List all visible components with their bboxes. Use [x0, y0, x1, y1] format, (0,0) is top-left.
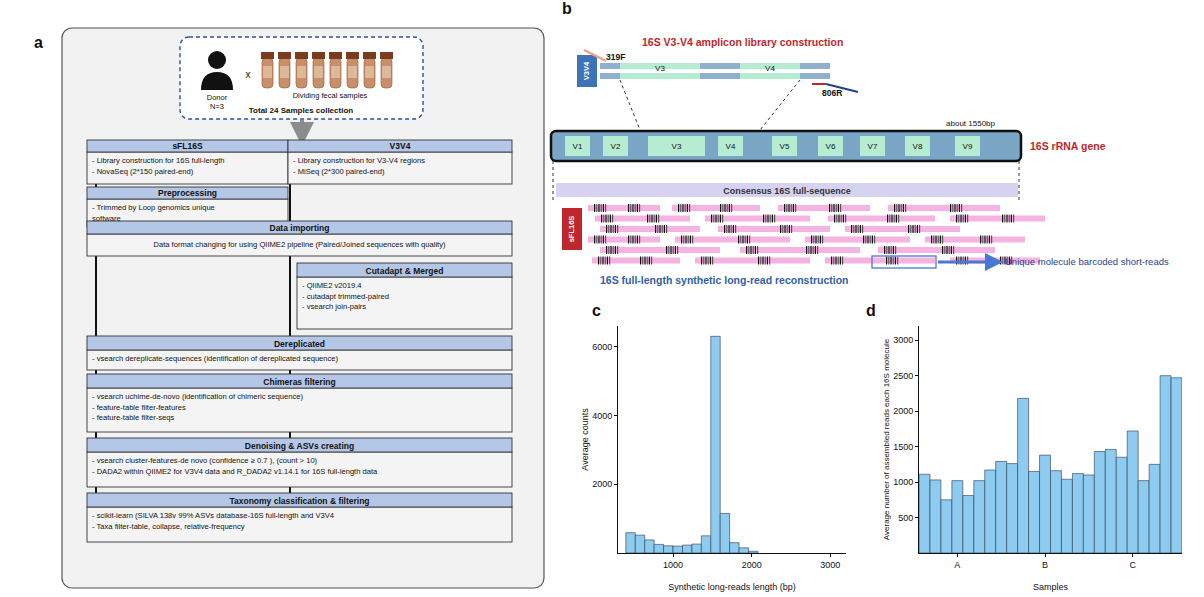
- svg-text:3000: 3000: [820, 560, 840, 570]
- svg-text:c: c: [592, 302, 601, 319]
- svg-text:Data importing: Data importing: [270, 223, 330, 233]
- svg-text:Synthetic long-reads length (b: Synthetic long-reads length (bp): [668, 582, 796, 592]
- svg-text:- feature-table filter-seqs: - feature-table filter-seqs: [92, 413, 175, 422]
- svg-text:V3V4: V3V4: [582, 61, 591, 80]
- svg-text:- DADA2 within QIIME2 for V3V4: - DADA2 within QIIME2 for V3V4 data and …: [92, 467, 378, 476]
- svg-text:Samples: Samples: [1033, 582, 1069, 592]
- svg-text:V3V4: V3V4: [390, 141, 411, 151]
- svg-text:- NovaSeq (2*150 paired-end): - NovaSeq (2*150 paired-end): [92, 167, 194, 176]
- svg-text:16S rRNA gene: 16S rRNA gene: [1030, 140, 1106, 152]
- svg-text:1000: 1000: [893, 477, 913, 487]
- svg-text:Average number of assembled re: Average number of assembled reads each 1…: [882, 338, 891, 540]
- svg-text:Data format changing for using: Data format changing for using QIIME2 pi…: [153, 240, 446, 249]
- svg-text:3000: 3000: [893, 335, 913, 345]
- svg-text:V4: V4: [726, 142, 736, 151]
- svg-text:V8: V8: [913, 142, 923, 151]
- svg-text:Donor: Donor: [207, 93, 228, 102]
- svg-text:- vsearch cluster-features-de: - vsearch cluster-features-de novo (conf…: [92, 456, 318, 465]
- svg-text:Dividing fecal samples: Dividing fecal samples: [293, 91, 368, 100]
- svg-text:500: 500: [898, 513, 913, 523]
- svg-text:- cutadapt trimmed-paired: - cutadapt trimmed-paired: [302, 292, 389, 301]
- svg-text:- MiSeq (2*300 paired-end): - MiSeq (2*300 paired-end): [293, 167, 385, 176]
- svg-text:- vsearch dereplicate-sequence: - vsearch dereplicate-sequences (identif…: [92, 354, 339, 363]
- svg-text:d: d: [866, 302, 876, 319]
- svg-text:V7: V7: [868, 142, 878, 151]
- svg-text:- vsearch uchime-de-novo (iden: - vsearch uchime-de-novo (identification…: [92, 392, 304, 401]
- svg-text:806R: 806R: [822, 88, 842, 98]
- svg-text:319F: 319F: [606, 52, 625, 62]
- svg-text:- vsearch join-pairs: - vsearch join-pairs: [302, 302, 366, 311]
- svg-text:2000: 2000: [742, 560, 762, 570]
- svg-text:a: a: [34, 34, 43, 51]
- svg-text:V5: V5: [780, 142, 790, 151]
- svg-text:- Taxa filter-table, collapse,: - Taxa filter-table, collapse, relative-…: [92, 522, 245, 531]
- svg-text:Unique molecule barcoded short: Unique molecule barcoded short-reads: [1005, 256, 1169, 267]
- svg-text:B: B: [1042, 560, 1048, 570]
- svg-text:4000: 4000: [592, 411, 612, 421]
- svg-text:V4: V4: [765, 64, 775, 73]
- svg-text:Average counts: Average counts: [580, 408, 590, 471]
- svg-text:2000: 2000: [893, 406, 913, 416]
- svg-text:Denoising & ASVs creating: Denoising & ASVs creating: [245, 441, 354, 451]
- svg-text:6000: 6000: [592, 342, 612, 352]
- svg-text:1500: 1500: [893, 442, 913, 452]
- svg-text:Dereplicated: Dereplicated: [274, 339, 325, 349]
- svg-text:about 1550bp: about 1550bp: [946, 119, 995, 128]
- svg-text:C: C: [1129, 560, 1136, 570]
- svg-text:- Library construction for 16S: - Library construction for 16S full-leng…: [92, 156, 225, 165]
- svg-text:- scikit-learn (SILVA 138v 99%: - scikit-learn (SILVA 138v 99% ASVs data…: [92, 511, 334, 520]
- svg-text:sFL16S: sFL16S: [172, 141, 203, 151]
- svg-text:- Library construction for V3-: - Library construction for V3-V4 regions: [293, 156, 425, 165]
- svg-text:V3: V3: [655, 64, 665, 73]
- svg-text:Consensus 16S full-sequence: Consensus 16S full-sequence: [723, 186, 851, 196]
- svg-text:16S full-length synthetic long: 16S full-length synthetic long-read reco…: [600, 274, 849, 286]
- svg-text:Preprocessing: Preprocessing: [158, 188, 217, 198]
- svg-text:V1: V1: [573, 142, 583, 151]
- svg-text:V3: V3: [672, 142, 682, 151]
- svg-text:V2: V2: [611, 142, 621, 151]
- svg-text:x: x: [246, 69, 251, 80]
- svg-text:Total 24 Samples collection: Total 24 Samples collection: [249, 106, 353, 115]
- svg-text:2000: 2000: [592, 479, 612, 489]
- svg-text:sFL16S: sFL16S: [567, 216, 576, 243]
- svg-text:A: A: [954, 560, 960, 570]
- svg-text:16S V3-V4 amplicon library con: 16S V3-V4 amplicon library construction: [642, 36, 843, 48]
- svg-text:- QIIME2 v2019.4: - QIIME2 v2019.4: [302, 281, 362, 290]
- svg-text:Cutadapt & Merged: Cutadapt & Merged: [366, 266, 444, 276]
- svg-text:Taxonomy classification & filt: Taxonomy classification & filtering: [229, 496, 369, 506]
- svg-text:V6: V6: [826, 142, 836, 151]
- svg-text:b: b: [562, 0, 572, 17]
- svg-text:software: software: [92, 213, 121, 223]
- svg-text:2500: 2500: [893, 371, 913, 381]
- svg-text:N=3: N=3: [210, 102, 224, 111]
- svg-text:- Trimmed by Loop genomics uni: - Trimmed by Loop genomics unique: [92, 203, 215, 212]
- svg-text:V9: V9: [963, 142, 973, 151]
- svg-text:Chimeras filtering: Chimeras filtering: [263, 377, 335, 387]
- svg-text:- feature-table filter-feature: - feature-table filter-features: [92, 403, 186, 412]
- svg-text:1000: 1000: [663, 560, 683, 570]
